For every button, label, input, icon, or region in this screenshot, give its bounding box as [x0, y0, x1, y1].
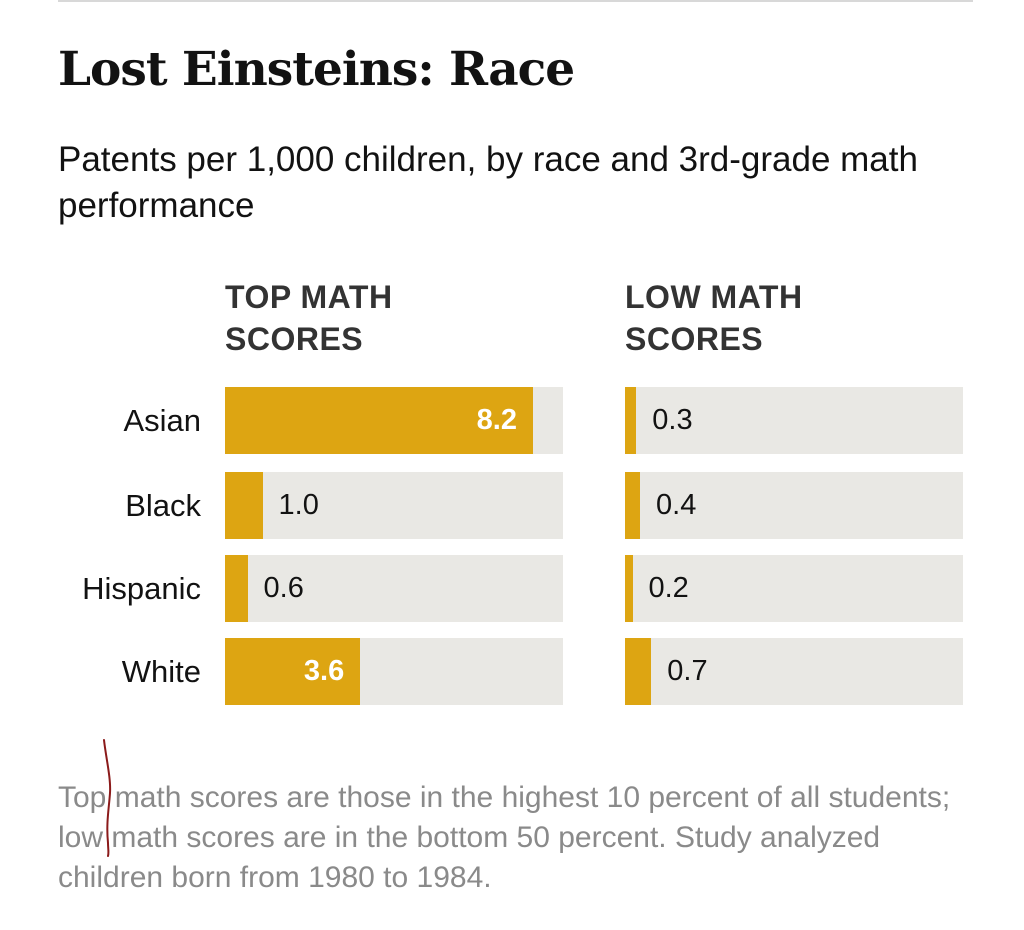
bar-track-top-math-white: 3.6: [225, 638, 563, 705]
value-label-low-math-white: 0.7: [667, 655, 708, 687]
value-label-top-math-white: 3.6: [303, 655, 345, 687]
bar-track-low-math-white: 0.7: [625, 638, 963, 705]
chart-subtitle: Patents per 1,000 children, by race and …: [58, 140, 918, 225]
bar-top-math-black: [225, 472, 263, 539]
bar-track-low-math-hispanic: 0.2: [625, 555, 963, 622]
top-divider: [58, 0, 973, 2]
bar-track-low-math-black: 0.4: [625, 472, 963, 539]
bar-low-math-black: [625, 472, 641, 539]
row-label-black: Black: [125, 487, 201, 523]
panel-heading-low-math: LOW MATH SCORES: [625, 279, 803, 357]
chart-footnote: Top math scores are those in the highest…: [58, 781, 951, 894]
bar-track-top-math-black: 1.0: [225, 472, 563, 539]
value-label-low-math-hispanic: 0.2: [648, 572, 689, 604]
bar-top-math-white: [225, 638, 361, 705]
row-label-asian: Asian: [123, 402, 201, 438]
value-label-top-math-black: 1.0: [278, 489, 319, 521]
value-label-top-math-hispanic: 0.6: [263, 572, 304, 604]
panel-heading-top-math: TOP MATH SCORES: [225, 279, 393, 357]
bar-low-math-hispanic: [625, 555, 633, 622]
row-label-white: White: [121, 653, 201, 689]
chart-title: Lost Einsteins: Race: [58, 42, 575, 97]
row-label-hispanic: Hispanic: [82, 570, 201, 606]
bar-track-top-math-asian: 8.2: [225, 387, 563, 454]
value-label-low-math-black: 0.4: [656, 489, 697, 521]
bar-top-math-asian: [225, 387, 533, 454]
bar-low-math-asian: [625, 387, 637, 454]
value-label-low-math-asian: 0.3: [652, 404, 693, 436]
bar-track-top-math-hispanic: 0.6: [225, 555, 563, 622]
bar-top-math-hispanic: [225, 555, 248, 622]
value-label-top-math-asian: 8.2: [476, 404, 517, 436]
bar-track-low-math-asian: 0.3: [625, 387, 963, 454]
bar-low-math-white: [625, 638, 652, 705]
